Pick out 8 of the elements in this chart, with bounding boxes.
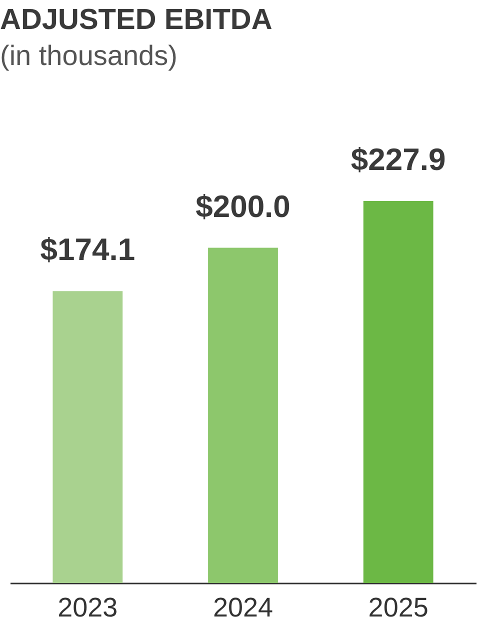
data-label: $227.9 [350, 142, 446, 177]
x-tick-label: 2025 [368, 592, 428, 622]
data-label: $200.0 [196, 188, 290, 224]
x-tick-label: 2024 [212, 592, 274, 622]
chart-subtitle: (in thousands) [0, 40, 178, 72]
chart-title: ADJUSTED EBITDA [0, 4, 272, 37]
x-tick-label: 2023 [58, 592, 118, 622]
data-label: $174.1 [40, 232, 136, 268]
